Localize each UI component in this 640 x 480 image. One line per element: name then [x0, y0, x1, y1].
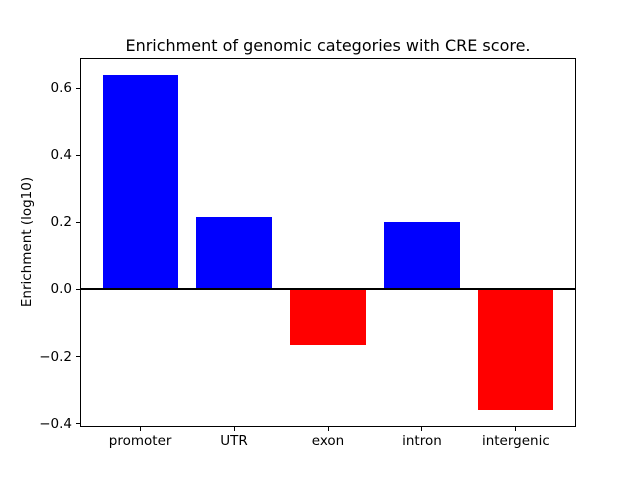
y-tick-mark — [76, 356, 80, 358]
y-tick-label: 0.6 — [50, 80, 72, 97]
x-tick-mark — [515, 427, 517, 431]
x-tick-mark — [139, 427, 141, 431]
x-tick-label-intergenic: intergenic — [481, 433, 550, 449]
bar-exon — [290, 289, 366, 345]
x-tick-mark — [421, 427, 423, 431]
x-tick-label-intron: intron — [402, 433, 442, 449]
x-tick-label-promoter: promoter — [108, 433, 172, 449]
y-tick-mark — [76, 423, 80, 425]
bar-UTR — [196, 217, 272, 290]
y-tick-mark — [76, 87, 80, 89]
x-tick-mark — [233, 427, 235, 431]
bar-promoter — [102, 74, 178, 290]
y-tick-label: −0.2 — [39, 348, 72, 365]
bar-intergenic — [478, 289, 554, 411]
y-tick-label: 0.4 — [50, 147, 72, 164]
y-tick-mark — [76, 221, 80, 223]
x-tick-label-exon: exon — [311, 433, 345, 449]
x-tick-label-UTR: UTR — [220, 433, 248, 449]
zero-line — [80, 288, 576, 291]
y-tick-label: −0.4 — [39, 415, 72, 432]
x-tick-mark — [327, 427, 329, 431]
chart-title: Enrichment of genomic categories with CR… — [125, 36, 531, 55]
bar-intron — [384, 222, 460, 290]
y-tick-label: 0.2 — [50, 214, 72, 231]
y-tick-mark — [76, 288, 80, 290]
y-tick-label: 0.0 — [50, 281, 72, 298]
y-tick-mark — [76, 154, 80, 156]
